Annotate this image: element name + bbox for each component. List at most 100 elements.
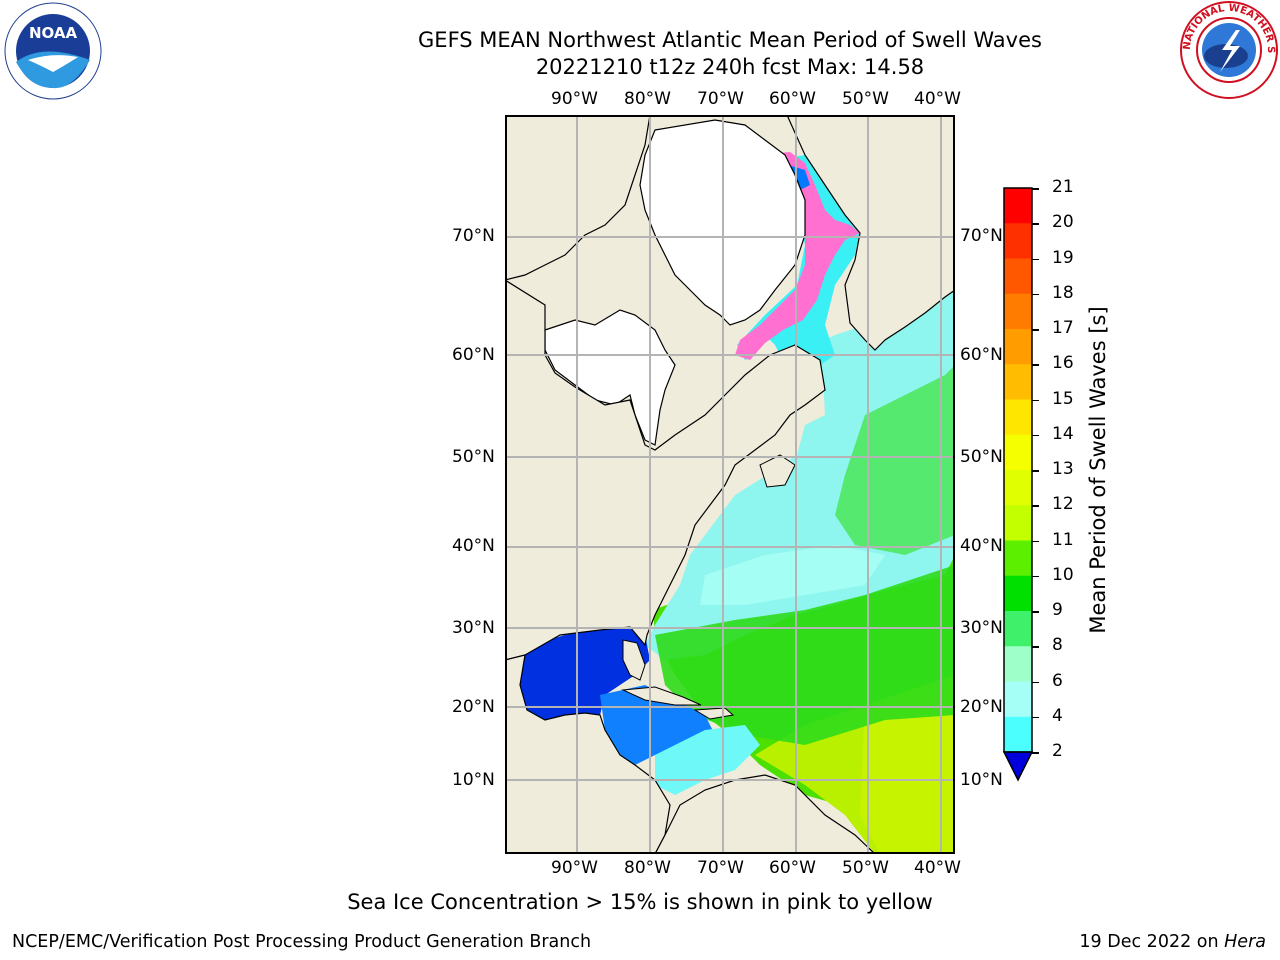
colorbar-tick-mark (1032, 188, 1039, 190)
lon-label-top: 40°W (914, 89, 961, 109)
lon-label-bottom: 80°W (624, 858, 671, 878)
colorbar-segment (1004, 399, 1032, 436)
colorbar-segment (1004, 575, 1032, 612)
colorbar-tick-mark (1032, 716, 1039, 719)
lon-label-bottom: 70°W (697, 858, 744, 878)
footer-date-host: 19 Dec 2022 on Hera (1079, 932, 1266, 952)
colorbar-tick-mark (1032, 434, 1039, 437)
colorbar-tick-mark (1032, 329, 1039, 331)
florida (622, 639, 646, 681)
colorbar-segment (1004, 646, 1032, 682)
sea-ice-note-text: Sea Ice Concentration > 15% is shown in … (347, 890, 933, 914)
colorbar-tick-label: 8 (1052, 635, 1063, 656)
south-yellowgreen-band (860, 690, 955, 854)
colorbar-segment (1004, 188, 1032, 224)
lon-label-bottom: 50°W (842, 858, 889, 878)
colorbar-tick-label: 10 (1052, 564, 1074, 585)
gulf-light-blue (600, 685, 715, 765)
colorbar-tick-mark (1032, 681, 1039, 683)
colorbar-tick-label: 2 (1052, 741, 1063, 761)
lon-label-top: 50°W (842, 89, 889, 109)
chart-title: GEFS MEAN Northwest Atlantic Mean Period… (418, 28, 1042, 52)
lat-label-left: 10°N (452, 770, 495, 790)
colorbar-segment (1004, 329, 1032, 365)
colorbar-tick-label: 19 (1052, 247, 1074, 268)
chart-subtitle: 20221210 t12z 240h fcst Max: 14.58 (535, 55, 925, 79)
colorbar-tick-label: 13 (1052, 459, 1074, 479)
lon-label-bottom: 90°W (551, 858, 598, 878)
greenland (786, 115, 955, 351)
lat-label-left: 50°N (452, 447, 495, 467)
central-green-band (655, 565, 955, 745)
colorbar-tick-label: 14 (1052, 423, 1074, 444)
colorbar-tick-mark (1032, 540, 1039, 542)
gulf-of-mexico-field (520, 627, 650, 720)
colorbar-tick-mark (1032, 611, 1039, 613)
footer-host: Hera (1224, 932, 1266, 952)
lon-label-top: 70°W (697, 89, 744, 109)
colorbar-tick-mark (1032, 752, 1039, 754)
colorbar-tick-label: 15 (1052, 388, 1074, 409)
colorbar-tick-mark (1032, 646, 1039, 648)
colorbar-tick-label: 4 (1052, 705, 1063, 726)
lat-label-right: 40°N (960, 536, 1003, 556)
colorbar-tick-mark (1032, 223, 1039, 225)
colorbar-tick-label: 11 (1052, 529, 1074, 550)
colorbar-segment (1004, 223, 1032, 259)
lat-label-left: 30°N (452, 618, 495, 638)
central-cyan-streaks (700, 545, 885, 605)
eastern-seaboard (505, 279, 826, 661)
lon-label-top: 60°W (769, 89, 816, 109)
lat-label-right: 10°N (960, 770, 1003, 790)
lon-label-top: 90°W (551, 89, 598, 109)
lon-label-bottom: 60°W (769, 858, 816, 878)
colorbar-segment (1004, 470, 1032, 506)
colorbar-segment (1004, 611, 1032, 647)
lon-label-top: 80°W (624, 89, 671, 109)
north-atlantic-green-patches (835, 365, 955, 555)
lat-label-left: 40°N (452, 536, 495, 556)
lat-label-right: 50°N (960, 447, 1003, 467)
colorbar-title: Mean Period of Swell Waves [s] (1086, 306, 1110, 634)
colorbar-tick-mark (1032, 293, 1039, 296)
colorbar-tick-label: 12 (1052, 494, 1074, 515)
colorbar-tick-mark (1032, 258, 1039, 260)
swell-period-map (505, 115, 955, 854)
footer-date: 19 Dec 2022 on (1079, 932, 1225, 952)
lat-label-right: 20°N (960, 697, 1003, 717)
graticule (505, 115, 955, 854)
colorbar-under-triangle (1002, 751, 1034, 782)
colorbar-tick-mark (1032, 399, 1039, 401)
colorbar-tick-label: 21 (1052, 177, 1074, 197)
colorbar-tick-label: 6 (1052, 670, 1063, 691)
colorbar-tick-label: 18 (1052, 282, 1074, 303)
lat-label-right: 60°N (960, 345, 1003, 365)
colorbar-segment (1004, 505, 1032, 541)
colorbar-segment (1004, 293, 1032, 330)
lat-label-right: 70°N (960, 226, 1003, 246)
lat-label-left: 70°N (452, 226, 495, 246)
colorbar-tick-mark (1032, 575, 1039, 578)
colorbar-tick-label: 20 (1052, 212, 1074, 233)
south-america (654, 774, 876, 854)
lon-label-bottom: 40°W (914, 858, 961, 878)
lat-label-right: 30°N (960, 618, 1003, 638)
colorbar-segment (1004, 258, 1032, 295)
caribbean-cyan (655, 725, 760, 795)
colorbar-tick-label: 17 (1052, 318, 1074, 338)
colorbar-tick-mark (1032, 364, 1039, 366)
sea-ice-note: Sea Ice Concentration > 15% is shown in … (0, 890, 1280, 914)
colorbar-segment (1004, 681, 1032, 718)
colorbar-segment (1004, 364, 1032, 400)
map-frame (505, 115, 955, 854)
colorbar-segment (1004, 540, 1032, 577)
lat-label-left: 60°N (452, 345, 495, 365)
colorbar-tick-label: 9 (1052, 600, 1063, 620)
lat-label-left: 20°N (452, 697, 495, 717)
colorbar-segment (1004, 716, 1032, 753)
colorbar-tick-mark (1032, 505, 1039, 507)
colorbar-segment (1004, 434, 1032, 471)
noaa-logo: NOAA (4, 2, 102, 100)
footer-branch: NCEP/EMC/Verification Post Processing Pr… (12, 932, 592, 952)
colorbar (1002, 187, 1034, 782)
